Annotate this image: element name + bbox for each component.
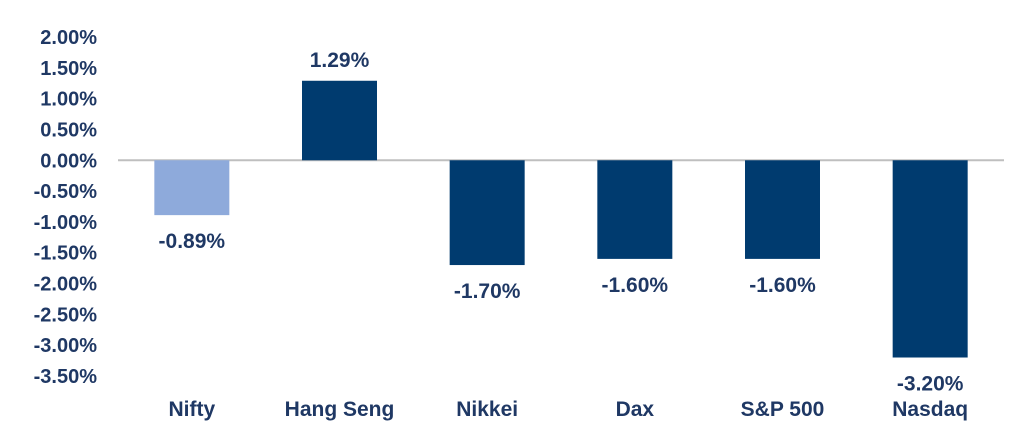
x-category-label: Nikkei xyxy=(456,398,518,421)
bar-nikkei xyxy=(449,160,525,266)
data-label: -1.70% xyxy=(454,280,521,303)
y-tick-label: -1.50% xyxy=(34,243,98,265)
data-labels-group: -0.89% 1.29% -1.70% -1.60% -1.60% -3.20% xyxy=(159,49,964,396)
y-tick-label: -1.00% xyxy=(34,212,98,234)
y-tick-label: 0.50% xyxy=(40,119,97,141)
y-tick-label: 0.00% xyxy=(40,150,97,172)
bars-group xyxy=(154,80,968,358)
data-label: -0.89% xyxy=(159,230,226,253)
x-category-label: Nasdaq xyxy=(892,398,968,421)
x-category-label: S&P 500 xyxy=(741,398,825,421)
y-tick-label: -0.50% xyxy=(34,181,98,203)
x-category-label: Dax xyxy=(616,398,655,421)
y-tick-label: -2.50% xyxy=(34,304,98,326)
y-tick-label: 2.00% xyxy=(40,27,97,49)
bar-nasdaq xyxy=(892,160,968,358)
y-tick-label: -3.50% xyxy=(34,366,98,388)
y-tick-label: -2.00% xyxy=(34,274,98,296)
bar-nifty xyxy=(154,160,230,216)
y-tick-label: -3.00% xyxy=(34,335,98,357)
y-axis: 2.00% 1.50% 1.00% 0.50% 0.00% -0.50% -1.00% -1.… xyxy=(34,27,98,388)
data-label: -1.60% xyxy=(749,274,816,297)
x-axis: Nifty Hang Seng Nikkei Dax S&P 500 Nasdaq xyxy=(168,398,968,421)
x-category-label: Hang Seng xyxy=(285,398,395,421)
y-tick-label: 1.00% xyxy=(40,89,97,111)
data-label: -3.20% xyxy=(897,373,964,396)
bar-dax xyxy=(597,160,673,259)
y-tick-label: 1.50% xyxy=(40,58,97,80)
x-category-label: Nifty xyxy=(168,398,215,421)
bar-hang-seng xyxy=(302,80,377,161)
bar-s-p-500 xyxy=(745,160,820,259)
data-label: 1.29% xyxy=(310,49,370,72)
data-label: -1.60% xyxy=(602,274,669,297)
